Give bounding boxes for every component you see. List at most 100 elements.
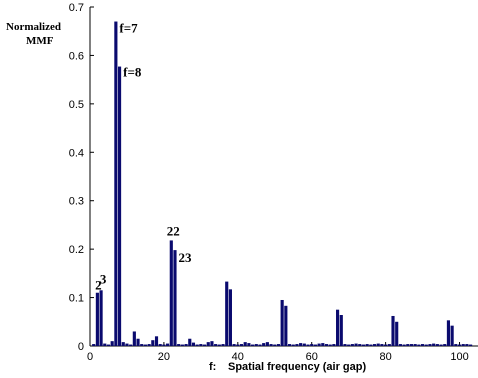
bar-f62 bbox=[317, 343, 321, 346]
bar-f96 bbox=[443, 344, 447, 346]
bar-annotation: 3 bbox=[100, 271, 107, 286]
bar-f100 bbox=[457, 344, 462, 346]
bar-f103 bbox=[469, 344, 473, 346]
bar-f5 bbox=[106, 344, 111, 346]
x-tick-label: 60 bbox=[306, 351, 318, 363]
bar-f33 bbox=[210, 341, 214, 346]
bar-f25 bbox=[180, 344, 184, 346]
x-tick-label: 80 bbox=[379, 351, 391, 363]
bar-f85 bbox=[402, 344, 406, 346]
bar-f12 bbox=[132, 331, 136, 346]
bar-f1 bbox=[92, 344, 96, 346]
bar-f60 bbox=[310, 344, 314, 346]
bars bbox=[92, 21, 473, 347]
bar-f54 bbox=[287, 344, 292, 346]
bar-f70 bbox=[347, 344, 351, 346]
y-tick-label: 0.1 bbox=[69, 293, 84, 305]
bar-f6 bbox=[110, 341, 114, 346]
bar-f47 bbox=[262, 343, 266, 346]
bar-f73 bbox=[358, 344, 362, 346]
bar-f93 bbox=[432, 343, 436, 346]
bar-f4 bbox=[103, 343, 107, 346]
bar-f27 bbox=[188, 338, 192, 346]
y-tick-label: 0.2 bbox=[69, 244, 84, 256]
bar-f55 bbox=[291, 344, 295, 346]
bar-f37 bbox=[225, 281, 229, 346]
bar-f44 bbox=[251, 344, 255, 346]
bar-f46 bbox=[258, 344, 262, 346]
bar-f10 bbox=[125, 343, 129, 346]
bar-f67 bbox=[336, 309, 340, 346]
bar-f53 bbox=[284, 305, 288, 346]
bar-f19 bbox=[158, 344, 162, 346]
bar-f95 bbox=[439, 344, 443, 346]
bar-f50 bbox=[273, 344, 277, 346]
y-axis-label-line1: Normalized bbox=[6, 21, 61, 33]
bar-f11 bbox=[129, 344, 133, 346]
bar-f24 bbox=[177, 344, 181, 346]
bar-f80 bbox=[384, 344, 388, 346]
bar-f7 bbox=[114, 21, 118, 347]
bar-f28 bbox=[191, 342, 196, 346]
bar-f31 bbox=[202, 344, 207, 346]
bar-f78 bbox=[376, 343, 380, 346]
bar-f77 bbox=[372, 344, 377, 346]
y-tick-label: 0.4 bbox=[69, 147, 84, 159]
bar-f99 bbox=[454, 344, 458, 346]
y-tick-label: 0.3 bbox=[69, 196, 84, 208]
bar-f89 bbox=[417, 344, 421, 346]
y-axis-label-line2: MMF bbox=[26, 35, 54, 47]
bar-f40 bbox=[236, 344, 240, 346]
bar-f15 bbox=[143, 344, 147, 346]
y-ticks: 0 0.1 0.2 0.3 0.4 0.5 0.6 0.7 bbox=[69, 2, 94, 353]
bar-f74 bbox=[361, 344, 366, 346]
bar-f8 bbox=[117, 66, 122, 347]
bar-f3 bbox=[99, 290, 103, 346]
bar-f38 bbox=[228, 289, 232, 346]
bar-f92 bbox=[428, 344, 432, 346]
x-axis-label: Spatial frequency (air gap) bbox=[228, 361, 366, 373]
bar-f20 bbox=[162, 344, 166, 346]
x-tick-label: 20 bbox=[158, 351, 170, 363]
x-axis-label-prefix: f: bbox=[209, 361, 216, 373]
axes bbox=[89, 7, 478, 347]
bar-f86 bbox=[406, 344, 410, 346]
bar-f26 bbox=[184, 344, 188, 346]
bar-annotation: f=7 bbox=[119, 21, 138, 36]
bar-f39 bbox=[232, 344, 236, 346]
bar-f18 bbox=[154, 336, 159, 346]
y-tick-label: 0 bbox=[78, 341, 84, 353]
bar-f98 bbox=[450, 325, 454, 346]
bar-f32 bbox=[206, 342, 210, 346]
bar-f83 bbox=[395, 321, 399, 346]
x-ticks: 0 20 40 60 80 100 bbox=[87, 342, 469, 363]
bar-f29 bbox=[195, 344, 199, 346]
bar-f48 bbox=[265, 342, 269, 346]
bar-f56 bbox=[295, 344, 299, 346]
bar-f13 bbox=[136, 338, 140, 346]
bar-f58 bbox=[302, 343, 306, 346]
bar-f76 bbox=[369, 344, 373, 346]
bar-f23 bbox=[173, 250, 177, 346]
bar-f65 bbox=[328, 344, 332, 346]
bar-f2 bbox=[95, 292, 99, 346]
bar-f51 bbox=[276, 344, 281, 346]
bar-f16 bbox=[147, 344, 151, 346]
bar-f17 bbox=[151, 340, 155, 346]
bar-f64 bbox=[324, 344, 329, 346]
bar-f49 bbox=[269, 344, 273, 346]
bar-f68 bbox=[339, 315, 343, 346]
bar-f84 bbox=[398, 344, 402, 346]
bar-f63 bbox=[321, 343, 325, 346]
bar-f61 bbox=[313, 344, 317, 346]
bar-f36 bbox=[221, 344, 225, 346]
bar-f102 bbox=[465, 344, 469, 346]
bar-f81 bbox=[387, 344, 391, 346]
bar-f22 bbox=[169, 240, 173, 346]
bar-f14 bbox=[140, 344, 144, 346]
bar-f30 bbox=[199, 344, 203, 346]
bar-f75 bbox=[365, 344, 369, 346]
y-tick-label: 0.7 bbox=[69, 2, 84, 14]
bar-f69 bbox=[343, 344, 347, 346]
